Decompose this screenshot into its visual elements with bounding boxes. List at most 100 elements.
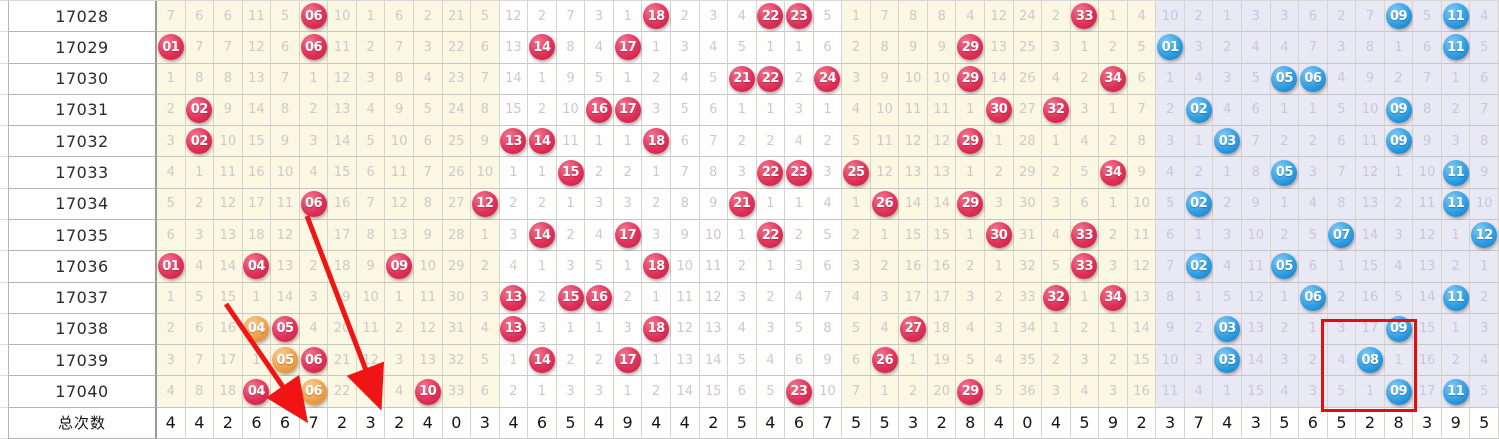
omission-cell: 4 [1156,157,1185,189]
omission-cell: 3 [842,63,871,95]
orange-ball: 04 [243,315,270,342]
omission-cell: 3 [870,282,900,314]
omission-cell: 15 [1356,251,1385,283]
omission-cell: 14 [271,282,300,314]
total-value: 7 [813,407,843,439]
omission-cell: 17 [899,282,928,314]
left-gutter [0,313,8,346]
omission-cell: 27 [442,188,472,220]
red-ball: 15 [557,284,584,311]
total-value: 7 [1184,407,1214,439]
red-ball: 02 [186,96,213,123]
omission-cell: 8 [385,63,414,95]
omission-cell: 30 [1013,188,1043,220]
omission-cell: 5 [585,63,614,95]
red-ball: 23 [785,159,812,186]
blue-ball: 05 [1271,253,1298,280]
omission-cell: 8 [899,1,928,33]
omission-cell: 8 [1470,126,1499,158]
omission-cell: 6 [1242,94,1271,127]
omission-cell: 4 [471,313,500,346]
omission-cell: 29 [956,63,986,95]
omission-cell: 8 [185,376,215,408]
left-gutter [0,251,8,283]
omission-cell: 2 [613,157,643,189]
omission-cell: 2 [1441,251,1471,283]
omission-cell: 4 [870,313,900,346]
omission-cell: 1 [756,32,786,64]
total-value: 4 [1042,407,1071,439]
omission-cell: 7 [1327,157,1357,189]
blue-ball: 01 [1157,34,1184,61]
omission-cell: 7 [1299,32,1328,64]
omission-cell: 2 [1270,313,1300,346]
omission-cell: 34 [1013,313,1043,346]
omission-cell: 13 [385,220,414,252]
omission-cell: 6 [157,220,186,252]
total-value: 5 [1470,407,1499,439]
omission-cell: 1 [356,1,386,33]
omission-cell: 1 [271,376,300,408]
omission-cell: 12 [699,282,729,314]
omission-cell: 29 [442,251,472,283]
omission-cell: 32 [442,345,472,377]
omission-cell: 33 [1070,1,1100,33]
omission-cell: 2 [556,220,586,252]
omission-cell: 1 [1441,313,1471,346]
omission-cell: 2 [756,126,786,158]
omission-cell: 6 [813,32,843,64]
omission-cell: 7 [157,1,186,33]
omission-cell: 1 [385,282,414,314]
omission-cell: 1 [528,157,557,189]
omission-cell: 5 [842,313,871,346]
omission-cell: 11 [1156,376,1185,408]
omission-cell: 2 [356,32,386,64]
omission-cell: 3 [985,313,1014,346]
omission-cell: 10 [413,376,443,408]
omission-cell: 7 [1156,251,1185,283]
omission-cell: 1 [956,220,986,252]
total-value: 3 [1242,407,1271,439]
omission-cell: 4 [299,313,329,346]
omission-cell: 7 [670,157,700,189]
omission-cell: 32 [1042,94,1071,127]
omission-cell: 6 [471,32,500,64]
red-ball: 13 [500,315,527,342]
omission-cell: 5 [756,376,786,408]
omission-cell: 10 [899,63,928,95]
omission-cell: 1 [1156,63,1185,95]
omission-cell: 10 [1470,188,1499,220]
period-label: 17031 [8,94,157,127]
omission-cell: 18 [642,313,671,346]
omission-cell: 11 [870,126,900,158]
omission-cell: 18 [927,313,957,346]
total-value: 4 [1213,407,1243,439]
omission-cell: 19 [328,282,357,314]
omission-cell: 5 [271,1,300,33]
omission-cell: 1 [728,94,757,127]
omission-cell: 13 [699,313,729,346]
omission-cell: 9 [1413,126,1442,158]
omission-cell: 1 [185,157,215,189]
omission-cell: 35 [1013,345,1043,377]
left-gutter [0,376,8,408]
omission-cell: 13 [499,32,529,64]
omission-cell: 6 [785,345,814,377]
omission-cell: 10 [356,282,386,314]
omission-cell: 1 [1070,282,1100,314]
omission-cell: 13 [1127,282,1157,314]
omission-cell: 11 [927,94,957,127]
blue-ball: 06 [1299,65,1326,92]
omission-cell: 29 [956,126,986,158]
omission-cell: 12 [385,188,414,220]
omission-cell: 2 [499,376,529,408]
omission-cell: 2 [1156,94,1185,127]
period-label: 17030 [8,63,157,95]
omission-cell: 2 [1070,313,1100,346]
omission-cell: 15 [899,220,928,252]
blue-ball: 09 [1385,315,1412,342]
omission-cell: 8 [670,188,700,220]
omission-cell: 1 [1270,188,1300,220]
omission-cell: 1 [956,157,986,189]
omission-cell: 10 [1413,157,1442,189]
